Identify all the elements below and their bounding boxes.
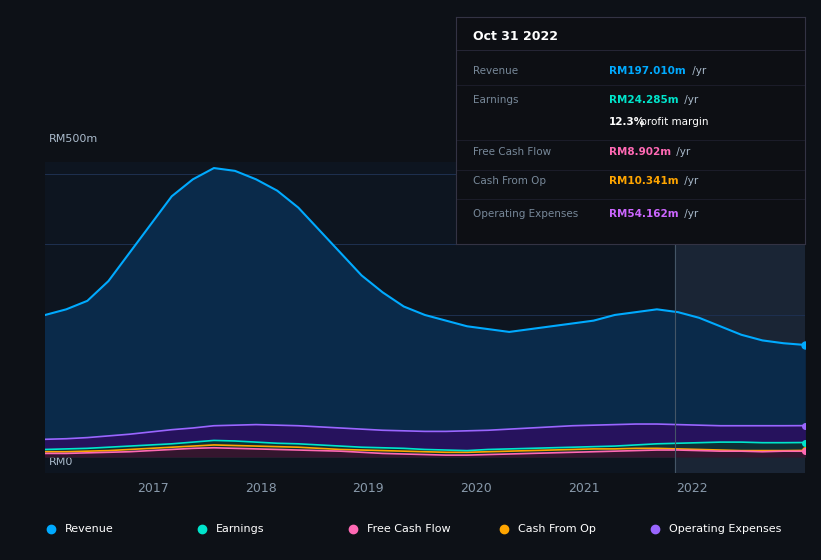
- Text: Free Cash Flow: Free Cash Flow: [473, 147, 551, 157]
- Text: Earnings: Earnings: [473, 95, 519, 105]
- Text: /yr: /yr: [673, 147, 690, 157]
- Text: RM10.341m: RM10.341m: [609, 176, 679, 186]
- Text: profit margin: profit margin: [637, 117, 709, 127]
- Text: RM24.285m: RM24.285m: [609, 95, 679, 105]
- Text: /yr: /yr: [690, 66, 707, 76]
- Bar: [676, 162, 805, 473]
- Text: Cash From Op: Cash From Op: [473, 176, 546, 186]
- Text: /yr: /yr: [681, 209, 699, 219]
- Text: Earnings: Earnings: [216, 524, 264, 534]
- Text: Revenue: Revenue: [473, 66, 518, 76]
- Text: RM197.010m: RM197.010m: [609, 66, 686, 76]
- Text: Operating Expenses: Operating Expenses: [669, 524, 782, 534]
- Text: 12.3%: 12.3%: [609, 117, 645, 127]
- Text: /yr: /yr: [681, 95, 699, 105]
- Text: /yr: /yr: [681, 176, 699, 186]
- Text: Free Cash Flow: Free Cash Flow: [367, 524, 450, 534]
- Text: Operating Expenses: Operating Expenses: [473, 209, 578, 219]
- Text: Oct 31 2022: Oct 31 2022: [473, 30, 558, 44]
- Text: Cash From Op: Cash From Op: [518, 524, 595, 534]
- Text: RM54.162m: RM54.162m: [609, 209, 679, 219]
- Text: RM8.902m: RM8.902m: [609, 147, 672, 157]
- Text: RM500m: RM500m: [49, 134, 99, 144]
- Text: RM0: RM0: [49, 457, 73, 467]
- Text: Revenue: Revenue: [65, 524, 113, 534]
